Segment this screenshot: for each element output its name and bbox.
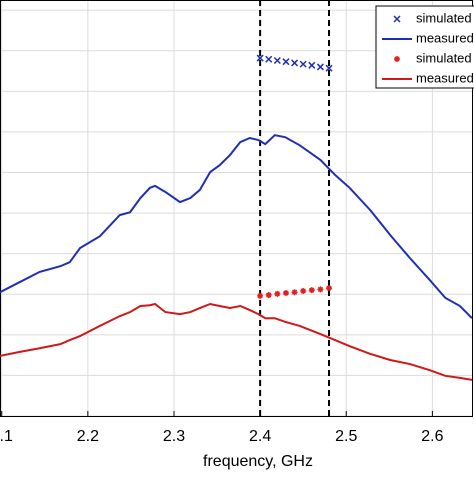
data-point — [316, 63, 324, 71]
data-point — [308, 287, 315, 294]
legend-label: measured — [416, 70, 474, 85]
data-point — [325, 64, 333, 72]
x-tick-label: 2.1 — [0, 428, 13, 445]
data-point — [291, 59, 299, 67]
legend-box — [375, 5, 474, 89]
legend-label: measured — [416, 30, 474, 45]
data-point — [273, 56, 281, 65]
data-point — [256, 54, 264, 62]
legend: simulated measured simulated measured — [375, 5, 474, 89]
legend-swatch — [393, 15, 401, 23]
legend-label: simulated — [416, 10, 472, 25]
data-line — [0, 302, 473, 381]
x-tick-label: 2.2 — [77, 428, 99, 445]
x-tick-label: 2.6 — [421, 428, 443, 445]
data-point — [265, 292, 272, 299]
data-point — [265, 55, 273, 63]
x-tick-label: 2.5 — [335, 428, 357, 445]
x-tick-label: 2.3 — [163, 428, 185, 445]
plot-frame — [0, 0, 473, 417]
data-point — [299, 60, 307, 68]
data-point — [326, 285, 333, 292]
x-axis-label: frequency, GHz — [203, 453, 313, 470]
data-point — [317, 286, 324, 293]
data-point — [274, 290, 281, 297]
data-point — [300, 287, 307, 294]
legend-label: simulated — [416, 50, 472, 65]
data-point — [282, 58, 290, 66]
data-point — [257, 292, 264, 299]
data-point — [282, 290, 289, 297]
legend-swatch — [394, 56, 400, 62]
data-line — [0, 134, 473, 319]
x-tick-label: 2.4 — [249, 428, 271, 445]
data-point — [308, 61, 316, 69]
data-point — [291, 289, 298, 296]
